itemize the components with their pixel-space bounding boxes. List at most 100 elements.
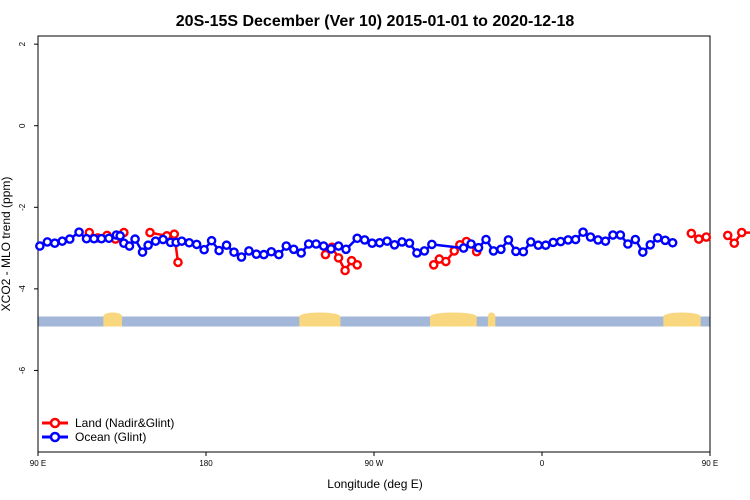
land-series-point [736, 227, 747, 238]
chart-title: 20S-15S December (Ver 10) 2015-01-01 to … [176, 13, 575, 30]
ocean-series-point [150, 236, 161, 246]
x-tick-label: 180 [199, 459, 213, 468]
ocean-series-point [229, 247, 239, 257]
ocean-series-point [600, 236, 611, 246]
land-ocean-band [38, 312, 710, 327]
ocean-series-point [50, 238, 60, 248]
ocean-series-point [251, 249, 262, 259]
legend-marker-ocean [49, 431, 61, 443]
ocean-series-point [221, 240, 232, 251]
y-tick-label: 0 [18, 123, 27, 128]
ocean-series-point [458, 243, 469, 253]
ocean-series-point [578, 227, 588, 237]
land-series-point [701, 232, 712, 242]
ocean-series-point [176, 236, 187, 246]
land-series-point [333, 253, 344, 263]
y-axis-label: XCO2 - MLO trend (ppm) [0, 177, 13, 312]
ocean-series-point [404, 238, 415, 248]
ocean-series-point [158, 234, 168, 245]
y-tick-label: 2 [18, 41, 27, 46]
ocean-series-point [533, 240, 544, 251]
ocean-series-point [419, 246, 430, 256]
land-series-point [145, 227, 155, 238]
land-band-segment [299, 316, 341, 327]
land-series-point [352, 259, 363, 270]
ocean-series-point [244, 246, 254, 256]
ocean-series-point [427, 239, 437, 250]
ocean-series-point [266, 246, 277, 257]
legend-marker-land [49, 417, 61, 429]
ocean-series-point [115, 231, 125, 241]
land-series-point [694, 234, 704, 244]
x-tick-label: 90 E [30, 459, 46, 468]
ocean-series-point [548, 237, 559, 248]
ocean-series-point [481, 234, 491, 245]
ocean-series-point [660, 235, 671, 246]
legend-item-land: Land (Nadir&Glint) [42, 416, 174, 430]
ocean-series-point [526, 237, 536, 247]
ocean-series-point [488, 246, 499, 256]
land-series-point [729, 238, 740, 248]
ocean-series-point [382, 236, 392, 246]
land-series-point [173, 257, 183, 268]
ocean-series-point [281, 241, 292, 251]
x-tick-label: 0 [540, 459, 545, 468]
ocean-series-point [96, 233, 107, 244]
ocean-series-point [137, 247, 148, 257]
ocean-series-point [630, 234, 641, 245]
y-axis: 2 0 -2 -4 -6 [18, 41, 38, 374]
ocean-series-point [638, 247, 648, 257]
ocean-series-point [389, 240, 400, 250]
ocean-series-point [352, 233, 363, 244]
y-tick-label: -4 [18, 285, 27, 293]
series-layer [35, 227, 750, 276]
ocean-series-point [667, 237, 678, 248]
ocean-series-point [563, 235, 573, 245]
ocean-series-point [652, 233, 663, 243]
ocean-series-point [74, 227, 84, 237]
legend-label-land: Land (Nadir&Glint) [75, 416, 174, 430]
ocean-series-point [341, 244, 351, 255]
ocean-series-point [593, 235, 603, 245]
ocean-series-point [540, 240, 551, 251]
land-series-point [169, 229, 180, 240]
land-series-point [722, 230, 733, 241]
land-band-bump [430, 312, 477, 321]
land-band-segment [430, 316, 477, 327]
land-band-segment [663, 316, 701, 327]
ocean-series-point [296, 248, 307, 258]
land-series-point [686, 228, 697, 239]
ocean-series-point [236, 252, 247, 262]
ocean-series-point [615, 230, 626, 240]
ocean-series-point [326, 244, 336, 254]
ocean-series-point [585, 232, 596, 242]
ocean-series-point [57, 236, 68, 246]
ocean-series-point [645, 240, 656, 250]
land-band-bump [299, 312, 341, 321]
ocean-series-point [359, 235, 370, 245]
ocean-series-point [511, 246, 521, 257]
x-axis: 90 E 180 90 W 0 90 E [30, 452, 718, 468]
x-tick-label: 90 E [702, 459, 718, 468]
ocean-series-point [130, 234, 140, 244]
ocean-series-point [518, 246, 529, 257]
land-band-bump [663, 312, 701, 321]
x-tick-label: 90 W [365, 459, 384, 468]
ocean-series-point [42, 237, 53, 247]
ocean-series-point [191, 239, 202, 250]
y-tick-label: -2 [18, 203, 27, 211]
ocean-series-point [259, 249, 269, 260]
ocean-series-point [570, 234, 581, 245]
ocean-series-point [199, 244, 209, 255]
x-axis-label: Longitude (deg E) [327, 477, 422, 491]
ocean-series-point [412, 248, 422, 258]
ocean-series-point [503, 235, 514, 245]
land-band-bump [487, 312, 496, 321]
ocean-series-point [367, 238, 377, 248]
ocean-series-point [273, 249, 284, 260]
land-series-point [320, 249, 331, 260]
ocean-series-point [35, 241, 45, 251]
legend-label-ocean: Ocean (Glint) [75, 430, 146, 444]
ocean-series-point [143, 240, 153, 251]
ocean-series-point [214, 245, 224, 256]
